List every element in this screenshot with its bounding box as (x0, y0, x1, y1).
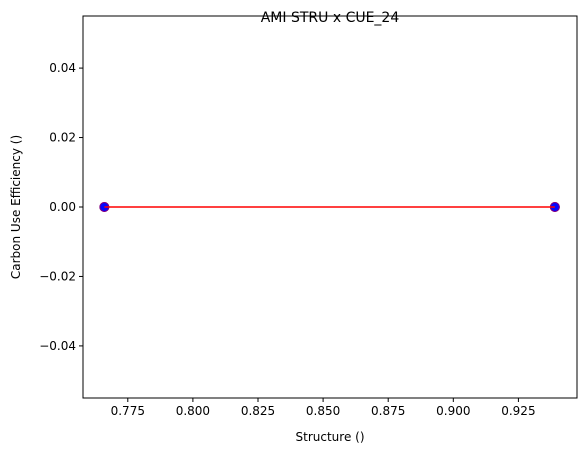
x-tick-label: 0.875 (371, 404, 405, 418)
y-tick-label: 0.00 (49, 200, 76, 214)
x-tick-label: 0.825 (241, 404, 275, 418)
x-tick-label: 0.925 (501, 404, 535, 418)
y-tick-label: 0.02 (49, 131, 76, 145)
x-tick-label: 0.850 (306, 404, 340, 418)
x-axis-ticks: 0.775 0.800 0.825 0.850 0.875 0.900 0.925 (111, 398, 536, 418)
chart-title: AMI STRU x CUE_24 (261, 10, 400, 26)
plot-area (99, 202, 560, 212)
y-tick-label: −0.02 (39, 269, 76, 283)
y-tick-label: 0.04 (49, 61, 76, 75)
y-axis-ticks: −0.04 −0.02 0.00 0.02 0.04 (39, 61, 83, 353)
x-axis-label: Structure () (296, 430, 365, 444)
x-tick-label: 0.775 (111, 404, 145, 418)
y-axis-label: Carbon Use Efficiency () (9, 135, 23, 279)
x-tick-label: 0.800 (176, 404, 210, 418)
x-tick-label: 0.900 (436, 404, 470, 418)
y-tick-label: −0.04 (39, 339, 76, 353)
